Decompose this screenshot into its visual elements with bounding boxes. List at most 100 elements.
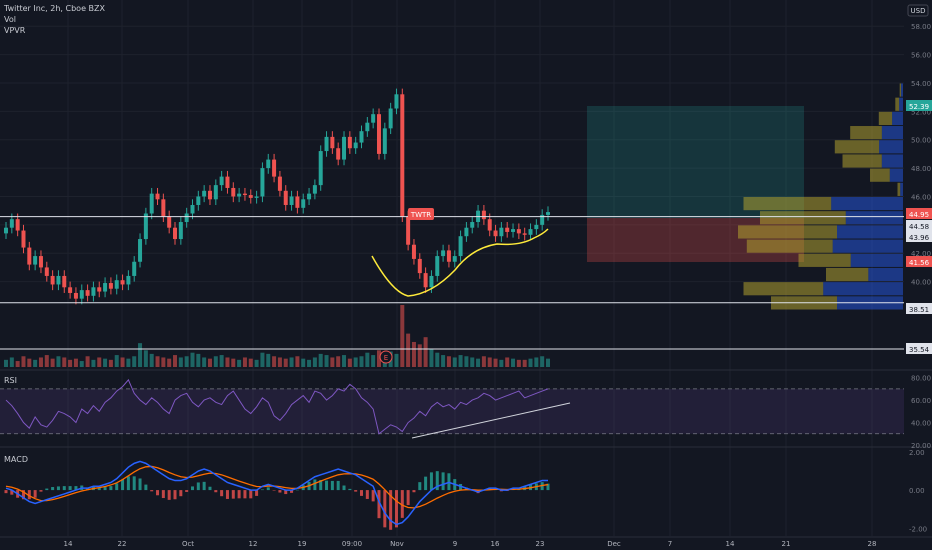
volume-bar bbox=[155, 356, 160, 367]
candle bbox=[231, 182, 236, 203]
candle-body bbox=[68, 287, 73, 293]
candle-body bbox=[167, 216, 172, 228]
candle bbox=[516, 223, 521, 240]
macd-tick-label: 0.00 bbox=[909, 487, 925, 495]
price-label-box bbox=[906, 256, 932, 267]
volume-bar bbox=[91, 359, 96, 367]
volume-bar bbox=[219, 355, 224, 367]
candle-body bbox=[138, 239, 143, 262]
vp-bar-up bbox=[823, 282, 903, 296]
candle bbox=[167, 210, 172, 234]
volume-bar bbox=[423, 337, 428, 367]
candle bbox=[213, 179, 218, 205]
candle bbox=[464, 222, 469, 242]
candle bbox=[481, 204, 486, 225]
candle-body bbox=[15, 219, 20, 231]
macd-histogram-bar bbox=[179, 490, 183, 497]
candle bbox=[307, 187, 312, 205]
volume-bar bbox=[406, 333, 411, 367]
vp-bar-up bbox=[832, 239, 903, 253]
time-tick-label: 28 bbox=[868, 540, 877, 548]
time-tick-label: 19 bbox=[298, 540, 307, 548]
candle bbox=[312, 179, 317, 200]
candle bbox=[534, 219, 539, 235]
volume-bar bbox=[487, 357, 492, 367]
volume-bar bbox=[225, 357, 230, 367]
candle-body bbox=[202, 190, 207, 197]
candle bbox=[318, 145, 323, 191]
price-label-box bbox=[906, 231, 932, 242]
candle-body bbox=[534, 224, 539, 230]
candle bbox=[27, 241, 32, 271]
macd-tick-label: 2.00 bbox=[909, 449, 925, 457]
macd-histogram-bar bbox=[394, 490, 398, 528]
candle-body bbox=[207, 190, 212, 200]
candle bbox=[266, 153, 271, 174]
candle-body bbox=[149, 193, 154, 214]
rsi-pane bbox=[0, 378, 904, 435]
macd-histogram-bar bbox=[406, 490, 410, 506]
candle-body bbox=[132, 261, 137, 276]
macd-histogram-bar bbox=[138, 478, 142, 491]
macd-histogram-bar bbox=[214, 490, 218, 493]
price-tick-label: 42.00 bbox=[911, 250, 931, 258]
candle-body bbox=[301, 199, 306, 208]
vp-bar-down bbox=[834, 140, 880, 154]
rsi-tick-label: 80.00 bbox=[911, 375, 931, 383]
candle bbox=[487, 213, 492, 237]
candle-body bbox=[91, 287, 96, 296]
candle-body bbox=[493, 230, 498, 237]
macd-histogram-bar bbox=[330, 480, 334, 491]
candle bbox=[103, 277, 108, 298]
volume-bar bbox=[470, 357, 475, 367]
price-label-box bbox=[906, 100, 932, 111]
macd-histogram-bar bbox=[156, 490, 160, 496]
candle bbox=[347, 131, 352, 154]
volume-bar bbox=[481, 356, 486, 367]
macd-histogram-bar bbox=[126, 476, 130, 491]
macd-histogram-bar bbox=[173, 490, 177, 500]
rsi-trendline bbox=[411, 402, 571, 439]
macd-histogram-bar bbox=[284, 490, 288, 495]
macd-histogram-bar bbox=[429, 472, 433, 491]
candle bbox=[132, 256, 137, 282]
candle bbox=[441, 244, 446, 262]
candle-body bbox=[528, 229, 533, 235]
candle-body bbox=[394, 94, 399, 109]
macd-histogram-bar bbox=[231, 490, 235, 499]
price-tick-label: 46.00 bbox=[911, 193, 931, 201]
price-tick-label: 54.00 bbox=[911, 80, 931, 88]
macd-histogram-bar bbox=[278, 490, 282, 493]
volume-bar bbox=[149, 353, 154, 367]
candle bbox=[138, 233, 143, 268]
candle-body bbox=[376, 114, 381, 154]
macd-histogram-bar bbox=[342, 485, 346, 491]
macd-histogram-bar bbox=[225, 490, 229, 499]
volume-bar bbox=[330, 357, 335, 367]
candle-body bbox=[44, 267, 49, 276]
price-label: 44.95 bbox=[909, 211, 929, 219]
macd-histogram-bar bbox=[21, 490, 25, 500]
svg-text:USD: USD bbox=[911, 7, 926, 15]
candle-body bbox=[452, 256, 457, 262]
price-tick-label: 56.00 bbox=[911, 52, 931, 60]
candle-body bbox=[441, 250, 446, 257]
candle bbox=[452, 250, 457, 268]
candle bbox=[499, 222, 504, 242]
volume-bar bbox=[452, 357, 457, 367]
candle-body bbox=[114, 280, 119, 289]
currency-button[interactable]: USD bbox=[907, 4, 929, 17]
volume-bar bbox=[44, 355, 49, 367]
volume-bar bbox=[505, 357, 510, 367]
macd-histogram-bar bbox=[360, 490, 364, 496]
volume-bar bbox=[178, 357, 183, 367]
macd-histogram-bar bbox=[10, 490, 14, 495]
volume-bar bbox=[173, 355, 178, 367]
earnings-marker[interactable]: E bbox=[379, 350, 393, 364]
candle bbox=[336, 142, 341, 166]
macd-histogram-bar bbox=[255, 490, 259, 496]
candle-body bbox=[155, 193, 160, 200]
candle-body bbox=[9, 219, 14, 228]
macd-histogram-bar bbox=[144, 484, 148, 491]
